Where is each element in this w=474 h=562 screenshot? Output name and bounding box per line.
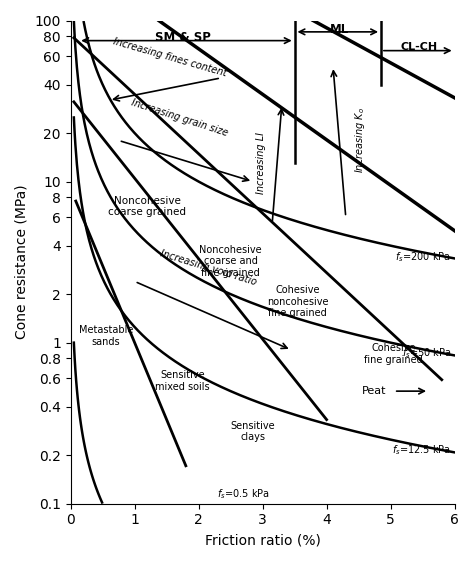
Text: Increasing $K_o$: Increasing $K_o$: [353, 107, 367, 174]
Text: $f_s$=200 kPa: $f_s$=200 kPa: [395, 250, 451, 264]
Y-axis label: Cone resistance (MPa): Cone resistance (MPa): [15, 185, 29, 339]
Text: $f_s$=0.5 kPa: $f_s$=0.5 kPa: [217, 487, 270, 501]
Text: Increasing LI: Increasing LI: [255, 132, 266, 194]
Text: Sensitive
clays: Sensitive clays: [231, 421, 275, 442]
Text: ML: ML: [330, 23, 349, 36]
Text: Noncohesive
coarse grained: Noncohesive coarse grained: [109, 196, 186, 217]
X-axis label: Friction ratio (%): Friction ratio (%): [205, 533, 320, 547]
Text: Metastable
sands: Metastable sands: [79, 325, 133, 347]
Text: CL-CH: CL-CH: [401, 43, 438, 52]
Text: Noncohesive
coarse and
fine grained: Noncohesive coarse and fine grained: [199, 244, 262, 278]
Text: Sensitive
mixed soils: Sensitive mixed soils: [155, 370, 210, 392]
Text: Increasing grain size: Increasing grain size: [130, 98, 229, 139]
Text: Cohesive
noncohesive
fine grained: Cohesive noncohesive fine grained: [267, 285, 328, 318]
Text: $f_s$=12.5 kPa: $f_s$=12.5 kPa: [392, 443, 451, 457]
Text: SM & SP: SM & SP: [155, 31, 210, 44]
Text: Cohesive
fine grained: Cohesive fine grained: [365, 343, 423, 365]
Text: Increasing fines content: Increasing fines content: [112, 36, 228, 78]
Text: Increasing void ratio: Increasing void ratio: [159, 248, 257, 288]
Text: Peat: Peat: [362, 386, 387, 396]
Text: $f_s$=50 kPa: $f_s$=50 kPa: [401, 346, 451, 360]
